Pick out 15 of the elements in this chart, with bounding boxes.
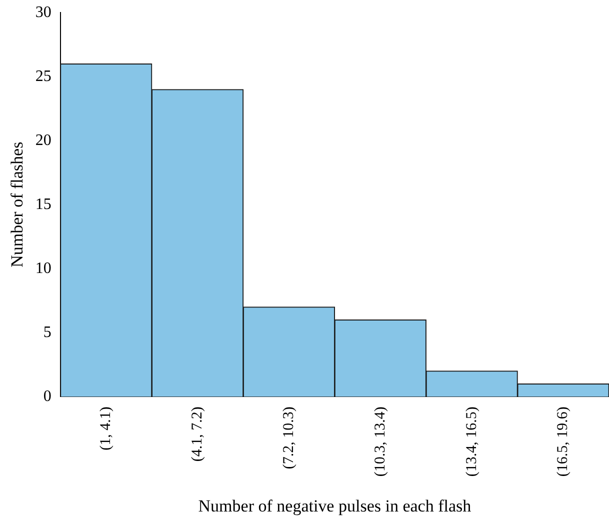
x-tick-label: (16.5, 19.6)	[555, 406, 572, 477]
y-tick-label: 10	[35, 260, 52, 277]
x-tick-label: (13.4, 16.5)	[464, 406, 480, 477]
x-axis-title: Number of negative pulses in each flash	[198, 496, 472, 516]
y-tick-label: 30	[35, 4, 52, 21]
x-tick-label: (4.1, 7.2)	[189, 406, 206, 462]
x-tick-label: (1, 4.1)	[98, 406, 114, 450]
y-tick-label: 15	[35, 196, 52, 213]
y-tick-label: 20	[35, 132, 52, 149]
y-tick-label: 0	[43, 388, 52, 405]
y-tick-label: 5	[43, 324, 52, 341]
x-tick-label: (10.3, 13.4)	[372, 406, 388, 477]
x-tick-label: (7.2, 10.3)	[280, 406, 297, 470]
y-tick-label: 25	[35, 68, 52, 85]
y-axis-title: Number of flashes	[8, 142, 27, 268]
